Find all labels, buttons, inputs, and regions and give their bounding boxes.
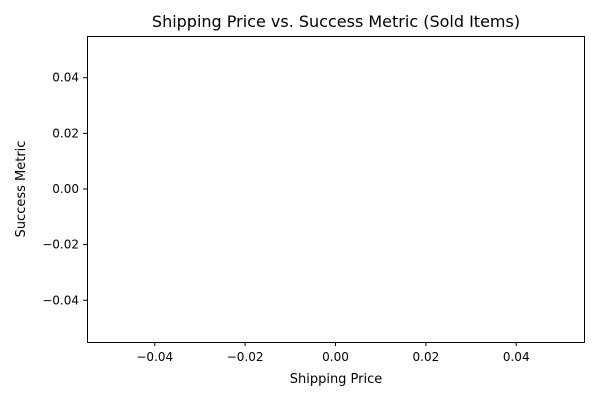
x-tick-label: 0.04 xyxy=(503,350,530,364)
y-tick-label: −0.04 xyxy=(42,293,79,307)
plot-area xyxy=(87,36,585,343)
chart-title: Shipping Price vs. Success Metric (Sold … xyxy=(152,12,520,31)
y-axis: −0.04 −0.02 0.00 0.02 0.04 xyxy=(42,71,87,307)
y-tick-label: 0.00 xyxy=(52,182,79,196)
y-axis-label: Success Metric xyxy=(14,141,29,238)
x-axis: −0.04 −0.02 0.00 0.02 0.04 xyxy=(136,342,530,364)
y-tick-label: −0.02 xyxy=(42,238,79,252)
x-tick-label: 0.00 xyxy=(322,350,349,364)
x-tick-label: −0.02 xyxy=(227,350,264,364)
x-axis-label: Shipping Price xyxy=(290,372,383,387)
y-tick-label: 0.04 xyxy=(52,71,79,85)
x-tick-label: 0.02 xyxy=(413,350,440,364)
x-tick-label: −0.04 xyxy=(136,350,173,364)
y-tick-label: 0.02 xyxy=(52,126,79,140)
